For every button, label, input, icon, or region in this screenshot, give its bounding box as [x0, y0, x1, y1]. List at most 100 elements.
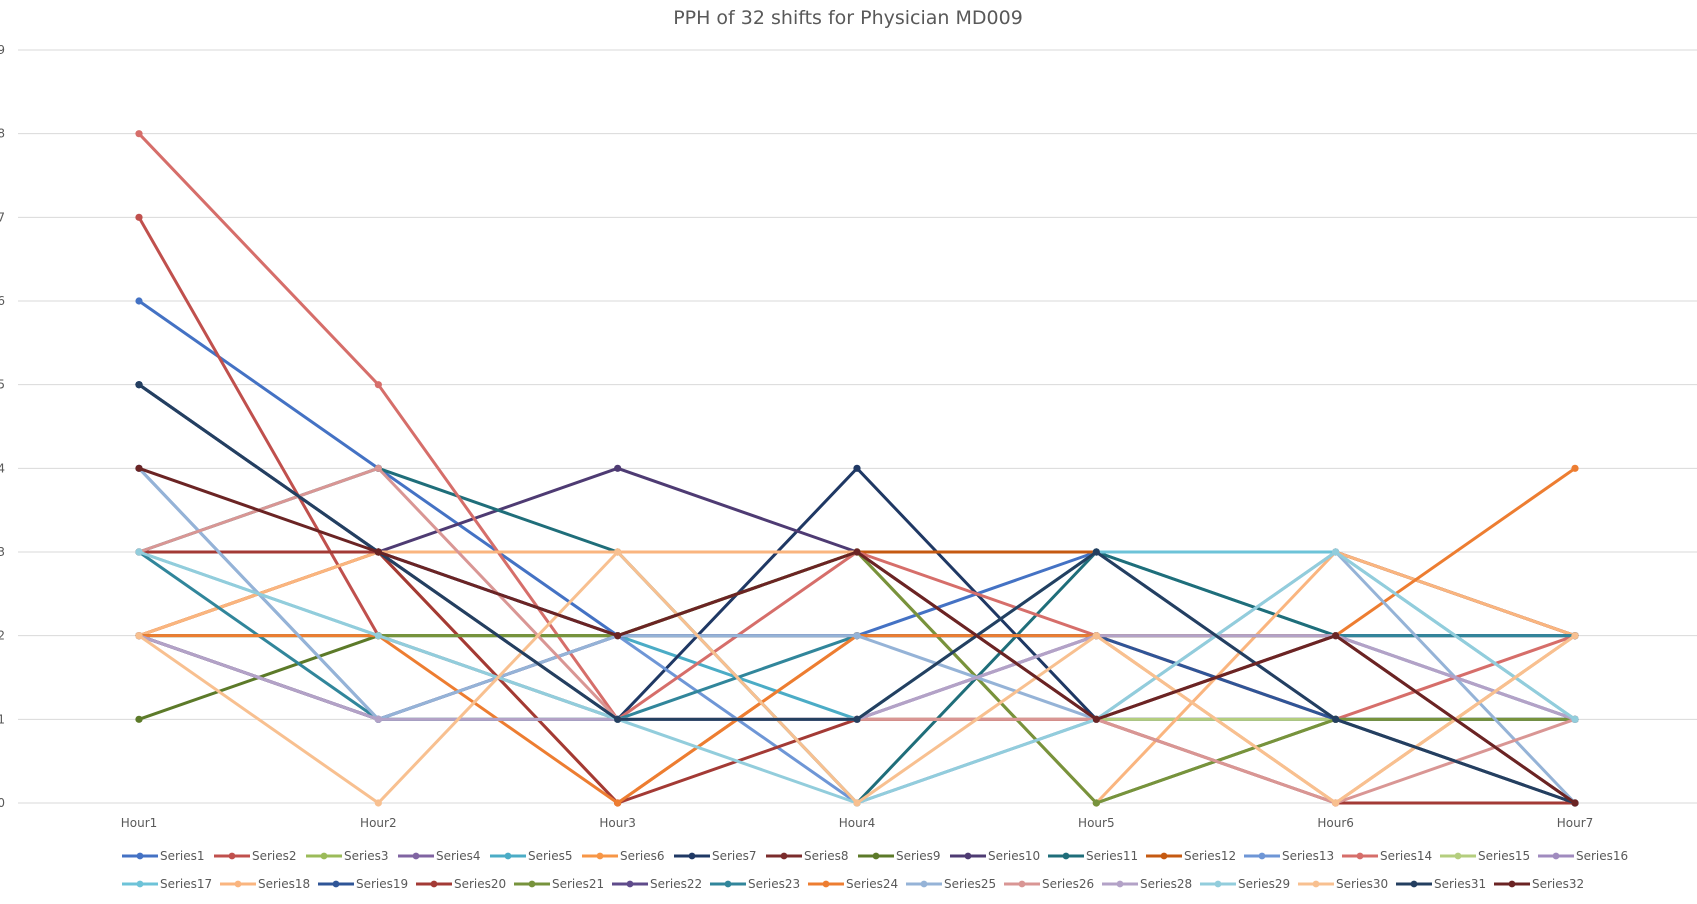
- x-tick-label: Hour6: [1317, 816, 1354, 830]
- legend-label: Series9: [896, 849, 941, 863]
- legend-marker: [780, 852, 788, 860]
- legend-label: Series18: [258, 877, 310, 891]
- legend-label: Series4: [436, 849, 481, 863]
- legend-label: Series17: [160, 877, 212, 891]
- data-point: [1092, 715, 1100, 723]
- legend-label: Series2: [252, 849, 297, 863]
- data-point: [1332, 799, 1340, 807]
- legend-label: Series30: [1336, 877, 1388, 891]
- data-point: [374, 548, 382, 556]
- data-point: [135, 632, 143, 640]
- legend-marker: [412, 852, 420, 860]
- data-point: [853, 548, 861, 556]
- legend-item: Series3: [306, 849, 389, 863]
- legend-item: Series6: [582, 849, 665, 863]
- legend-marker: [1160, 852, 1168, 860]
- legend-item: Series8: [766, 849, 849, 863]
- y-tick-label: 9: [0, 43, 5, 57]
- legend-marker: [872, 852, 880, 860]
- data-point: [374, 464, 382, 472]
- legend-item: Series9: [858, 849, 941, 863]
- y-tick-label: 0: [0, 796, 5, 810]
- series-line: [137, 634, 1577, 721]
- y-tick-label: 4: [0, 461, 5, 475]
- data-point: [614, 799, 622, 807]
- y-tick-label: 3: [0, 545, 5, 559]
- legend-item: Series20: [416, 877, 506, 891]
- legend-label: Series10: [988, 849, 1040, 863]
- legend-item: Series21: [514, 877, 604, 891]
- data-point: [135, 715, 143, 723]
- series-series31: [135, 381, 1579, 807]
- x-tick-label: Hour4: [839, 816, 876, 830]
- legend-item: Series15: [1440, 849, 1530, 863]
- legend-item: Series22: [612, 877, 702, 891]
- series-line: [137, 550, 1577, 805]
- x-tick-label: Hour2: [360, 816, 397, 830]
- series-line: [137, 550, 1577, 805]
- legend-label: Series12: [1184, 849, 1236, 863]
- legend-item: Series13: [1244, 849, 1334, 863]
- series-line: [137, 299, 1577, 721]
- series-series7: [135, 381, 1579, 807]
- legend-label: Series25: [944, 877, 996, 891]
- legend-marker: [1508, 880, 1516, 888]
- series-line: [137, 550, 1577, 805]
- data-point: [135, 464, 143, 472]
- chart-title: PPH of 32 shifts for Physician MD009: [673, 7, 1023, 29]
- y-tick-label: 2: [0, 629, 5, 643]
- legend-item: Series28: [1102, 877, 1192, 891]
- legend-label: Series6: [620, 849, 665, 863]
- legend-label: Series24: [846, 877, 898, 891]
- legend-item: Series1: [122, 849, 205, 863]
- legend-marker: [136, 880, 144, 888]
- legend-label: Series8: [804, 849, 849, 863]
- legend-item: Series19: [318, 877, 408, 891]
- legend-label: Series32: [1532, 877, 1584, 891]
- data-point: [853, 464, 861, 472]
- data-point: [614, 715, 622, 723]
- series-line: [137, 550, 1577, 805]
- legend-item: Series29: [1200, 877, 1290, 891]
- legend-marker: [228, 852, 236, 860]
- data-point: [374, 381, 382, 389]
- legend-marker: [1356, 852, 1364, 860]
- legend-label: Series7: [712, 849, 757, 863]
- x-axis-tick-labels: Hour1 Hour2 Hour3 Hour4 Hour5 Hour6 Hour7: [121, 816, 1594, 830]
- legend-marker: [1454, 852, 1462, 860]
- legend-marker: [964, 852, 972, 860]
- legend-item: Series16: [1538, 849, 1628, 863]
- y-axis-tick-labels: 0 1 2 3 4 5 6 7 8 9: [0, 43, 5, 810]
- legend-item: Series5: [490, 849, 573, 863]
- legend-label: Series21: [552, 877, 604, 891]
- legend-item: Series31: [1396, 877, 1486, 891]
- y-tick-label: 5: [0, 378, 5, 392]
- series-line: [137, 634, 1577, 721]
- legend-label: Series31: [1434, 877, 1486, 891]
- legend-label: Series19: [356, 877, 408, 891]
- legend-item: Series17: [122, 877, 212, 891]
- legend-item: Series10: [950, 849, 1040, 863]
- y-tick-label: 8: [0, 127, 5, 141]
- data-point: [135, 213, 143, 221]
- legend-marker: [688, 852, 696, 860]
- legend-item: Series11: [1048, 849, 1138, 863]
- legend-label: Series3: [344, 849, 389, 863]
- legend-marker: [1410, 880, 1418, 888]
- legend-marker: [596, 852, 604, 860]
- x-tick-label: Hour1: [121, 816, 158, 830]
- legend-item: Series4: [398, 849, 481, 863]
- x-tick-label: Hour7: [1557, 816, 1594, 830]
- data-point: [614, 632, 622, 640]
- legend-item: Series32: [1494, 877, 1584, 891]
- data-point: [135, 297, 143, 305]
- legend-label: Series22: [650, 877, 702, 891]
- legend-marker: [504, 852, 512, 860]
- data-point: [1332, 632, 1340, 640]
- legend-label: Series16: [1576, 849, 1628, 863]
- legend-marker: [1552, 852, 1560, 860]
- legend-marker: [724, 880, 732, 888]
- data-point: [135, 381, 143, 389]
- data-point: [1571, 799, 1579, 807]
- legend-label: Series5: [528, 849, 573, 863]
